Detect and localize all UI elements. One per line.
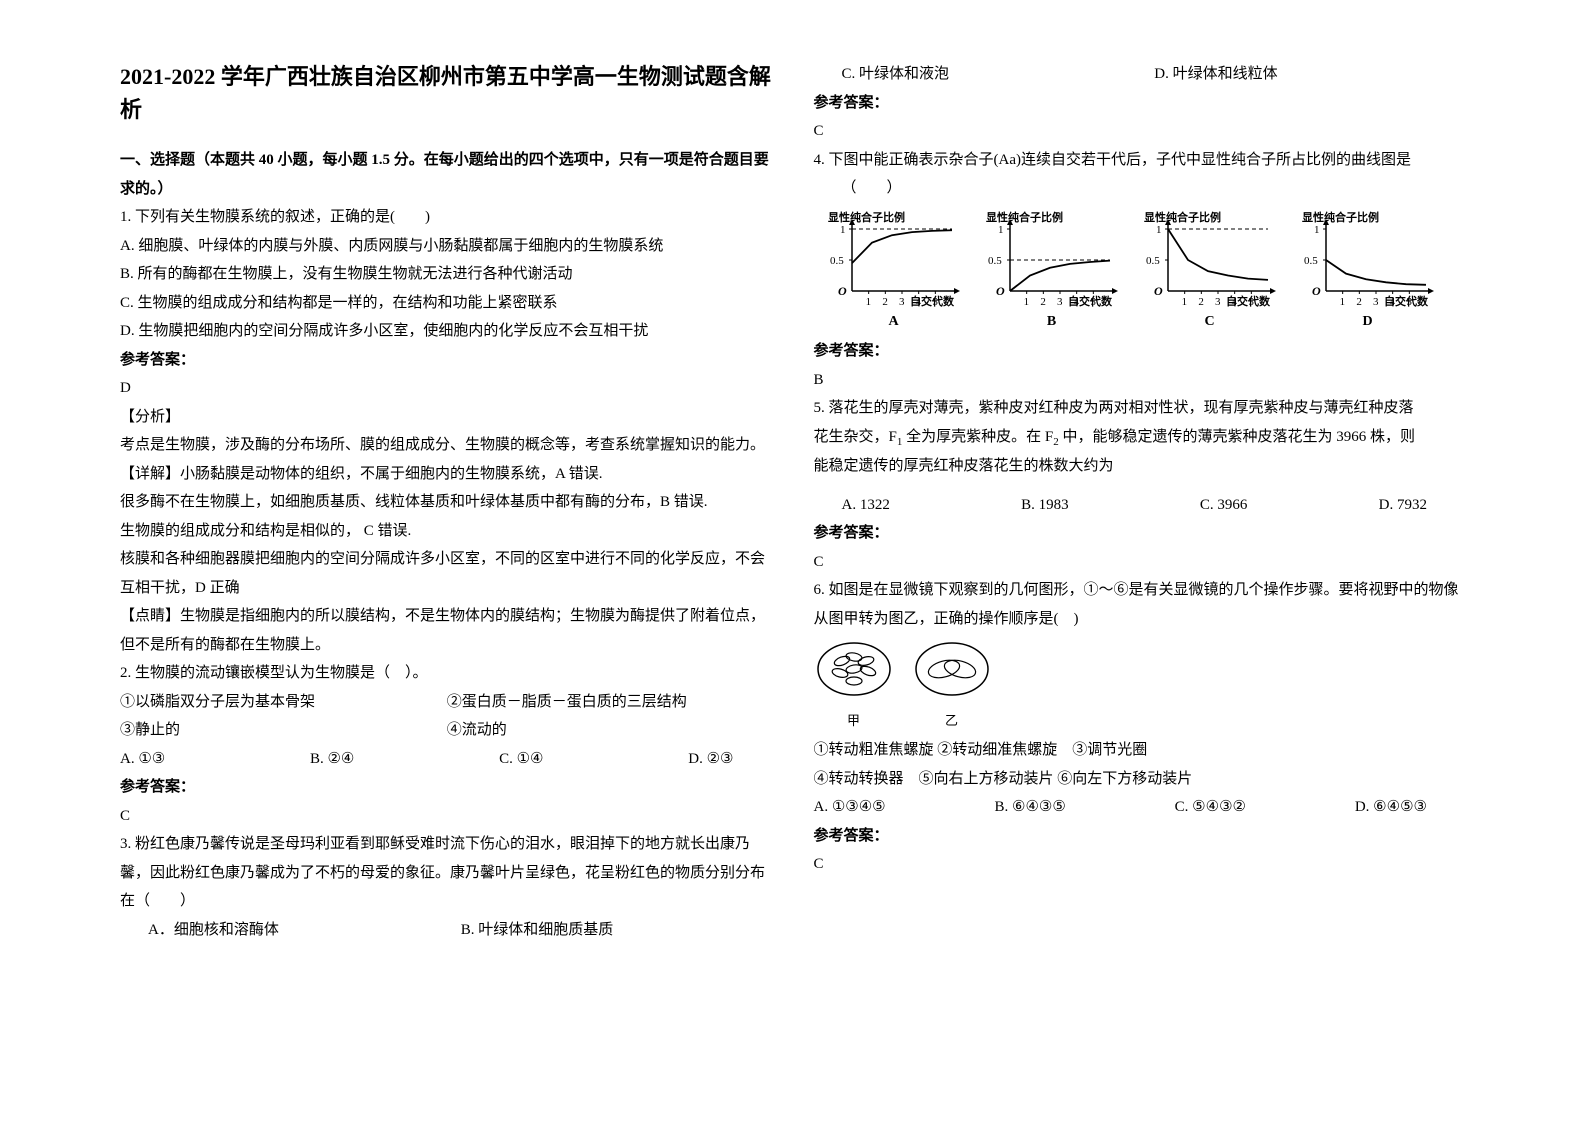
q1-opt-a: A. 细胞膜、叶绿体的内膜与外膜、内质网膜与小肠黏膜都属于细胞内的生物膜系统	[120, 232, 774, 261]
q4-chart-c: 显性纯合子比例10.5O12345自交代数C	[1140, 209, 1280, 336]
q6-opt-c: C. ⑤④③②	[1175, 793, 1246, 822]
q1-analysis: 考点是生物膜，涉及酶的分布场所、膜的组成成分、生物膜的概念等，考查系统掌握知识的…	[120, 431, 774, 460]
svg-text:O: O	[1312, 284, 1321, 298]
q4-chart-b: 显性纯合子比例10.5O12345自交代数B	[982, 209, 1122, 336]
svg-text:1: 1	[1314, 224, 1320, 236]
q2-opt-d: D. ②③	[688, 745, 733, 774]
q4-answer: B	[814, 366, 1468, 395]
svg-text:O: O	[1154, 284, 1163, 298]
q5-opt-a: A. 1322	[842, 491, 890, 520]
q1-detail-4: 核膜和各种细胞器膜把细胞内的空间分隔成许多小区室，不同的区室中进行不同的化学反应…	[120, 545, 774, 602]
q3-opt-c: C. 叶绿体和液泡	[842, 60, 1155, 89]
q6-line2: ④转动转换器 ⑤向右上方移动装片 ⑥向左下方移动装片	[814, 765, 1468, 794]
q5-l3: 能稳定遗传的厚壳红种皮落花生的株数大约为	[814, 452, 1468, 481]
q5-opt-c: C. 3966	[1200, 491, 1248, 520]
answer-label: 参考答案：	[814, 519, 1468, 548]
svg-text:3: 3	[899, 296, 905, 308]
q1-opt-c: C. 生物膜的组成成分和结构都是一样的，在结构和功能上紧密联系	[120, 289, 774, 318]
q1-answer: D	[120, 374, 774, 403]
q6-answer: C	[814, 850, 1468, 879]
q6-line1: ①转动粗准焦螺旋 ②转动细准焦螺旋 ③调节光圈	[814, 736, 1468, 765]
svg-text:显性纯合子比例: 显性纯合子比例	[1144, 210, 1221, 224]
q5-l2: 花生杂交，F1 全为厚壳紫种皮。在 F2 中，能够稳定遗传的薄壳紫种皮落花生为 …	[814, 423, 1468, 453]
answer-label: 参考答案：	[814, 89, 1468, 118]
q1-stem: 1. 下列有关生物膜系统的叙述，正确的是( )	[120, 203, 774, 232]
svg-text:1: 1	[998, 224, 1004, 236]
q1-detail-3: 生物膜的组成成分和结构是相似的， C 错误.	[120, 517, 774, 546]
q2-stem: 2. 生物膜的流动镶嵌模型认为生物膜是（ ）。	[120, 659, 774, 688]
q5-l1: 5. 落花生的厚壳对薄壳，紫种皮对红种皮为两对相对性状，现有厚壳紫种皮与薄壳红种…	[814, 394, 1468, 423]
q5-opt-b: B. 1983	[1021, 491, 1069, 520]
q6-figure-right: 乙	[912, 639, 992, 734]
svg-text:0.5: 0.5	[1304, 255, 1318, 267]
section-1-header: 一、选择题（本题共 40 小题，每小题 1.5 分。在每小题给出的四个选项中，只…	[120, 146, 774, 203]
q1-opt-b: B. 所有的酶都在生物膜上，没有生物膜生物就无法进行各种代谢活动	[120, 260, 774, 289]
svg-text:显性纯合子比例: 显性纯合子比例	[1302, 210, 1379, 224]
q2-i3: ③静止的	[120, 716, 447, 745]
analysis-label: 【分析】	[120, 403, 774, 432]
page-title: 2021-2022 学年广西壮族自治区柳州市第五中学高一生物测试题含解析	[120, 60, 774, 126]
svg-text:1: 1	[1339, 296, 1345, 308]
svg-text:自交代数: 自交代数	[910, 294, 955, 308]
svg-text:2: 2	[882, 296, 888, 308]
q3-opt-a: A．细胞核和溶酶体	[148, 916, 461, 945]
q2-opt-c: C. ①④	[499, 745, 543, 774]
q2-i2: ②蛋白质－脂质－蛋白质的三层结构	[447, 688, 774, 717]
q1-opt-d: D. 生物膜把细胞内的空间分隔成许多小区室，使细胞内的化学反应不会互相干扰	[120, 317, 774, 346]
answer-label: 参考答案：	[814, 337, 1468, 366]
svg-text:自交代数: 自交代数	[1226, 294, 1271, 308]
svg-text:3: 3	[1215, 296, 1221, 308]
answer-label: 参考答案：	[120, 346, 774, 375]
svg-text:显性纯合子比例: 显性纯合子比例	[828, 210, 905, 224]
svg-text:2: 2	[1356, 296, 1362, 308]
q4-chart-d: 显性纯合子比例10.5O12345自交代数D	[1298, 209, 1438, 336]
svg-text:0.5: 0.5	[1146, 255, 1160, 267]
q3-opt-d: D. 叶绿体和线粒体	[1154, 60, 1467, 89]
svg-text:自交代数: 自交代数	[1068, 294, 1113, 308]
svg-text:0.5: 0.5	[988, 255, 1002, 267]
svg-text:1: 1	[840, 224, 846, 236]
q6-stem: 6. 如图是在显微镜下观察到的几何图形，①～⑥是有关显微镜的几个操作步骤。要将视…	[814, 576, 1468, 633]
q2-answer: C	[120, 802, 774, 831]
q2-i4: ④流动的	[447, 716, 774, 745]
q6-figure-row: 甲 乙	[814, 639, 1468, 734]
q1-detail-2: 很多酶不在生物膜上，如细胞质基质、线粒体基质和叶绿体基质中都有酶的分布，B 错误…	[120, 488, 774, 517]
svg-text:O: O	[838, 284, 847, 298]
q2-opt-a: A. ①③	[120, 745, 165, 774]
q4-chart-row: 显性纯合子比例10.5O12345自交代数A 显性纯合子比例10.5O12345…	[824, 209, 1468, 336]
q6-opt-b: B. ⑥④③⑤	[995, 793, 1066, 822]
q6-figure-left: 甲	[814, 639, 894, 734]
svg-text:3: 3	[1057, 296, 1063, 308]
svg-text:O: O	[996, 284, 1005, 298]
q5-answer: C	[814, 548, 1468, 577]
svg-text:0.5: 0.5	[830, 255, 844, 267]
q6-opt-d: D. ⑥④⑤③	[1355, 793, 1427, 822]
svg-text:1: 1	[1023, 296, 1028, 308]
answer-label: 参考答案：	[814, 822, 1468, 851]
q3-opt-b: B. 叶绿体和细胞质基质	[461, 916, 774, 945]
answer-label: 参考答案：	[120, 773, 774, 802]
q1-hint: 【点睛】生物膜是指细胞内的所以膜结构，不是生物体内的膜结构；生物膜为酶提供了附着…	[120, 602, 774, 659]
svg-text:3: 3	[1373, 296, 1379, 308]
svg-text:1: 1	[1181, 296, 1187, 308]
svg-text:2: 2	[1198, 296, 1204, 308]
q4-blank: （ ）	[814, 174, 1468, 203]
q1-detail-1: 【详解】小肠黏膜是动物体的组织，不属于细胞内的生物膜系统，A 错误.	[120, 460, 774, 489]
q6-opt-a: A. ①③④⑤	[814, 793, 886, 822]
q3-stem: 3. 粉红色康乃馨传说是圣母玛利亚看到耶稣受难时流下伤心的泪水，眼泪掉下的地方就…	[120, 830, 774, 916]
q2-opt-b: B. ②④	[310, 745, 354, 774]
svg-text:1: 1	[865, 296, 871, 308]
q4-chart-a: 显性纯合子比例10.5O12345自交代数A	[824, 209, 964, 336]
q5-opt-d: D. 7932	[1379, 491, 1427, 520]
svg-text:自交代数: 自交代数	[1384, 294, 1429, 308]
svg-text:显性纯合子比例: 显性纯合子比例	[986, 210, 1063, 224]
svg-text:2: 2	[1040, 296, 1046, 308]
q3-answer: C	[814, 117, 1468, 146]
svg-text:1: 1	[1156, 224, 1162, 236]
q4-stem: 4. 下图中能正确表示杂合子(Aa)连续自交若干代后，子代中显性纯合子所占比例的…	[814, 146, 1468, 175]
q2-i1: ①以磷脂双分子层为基本骨架	[120, 688, 447, 717]
